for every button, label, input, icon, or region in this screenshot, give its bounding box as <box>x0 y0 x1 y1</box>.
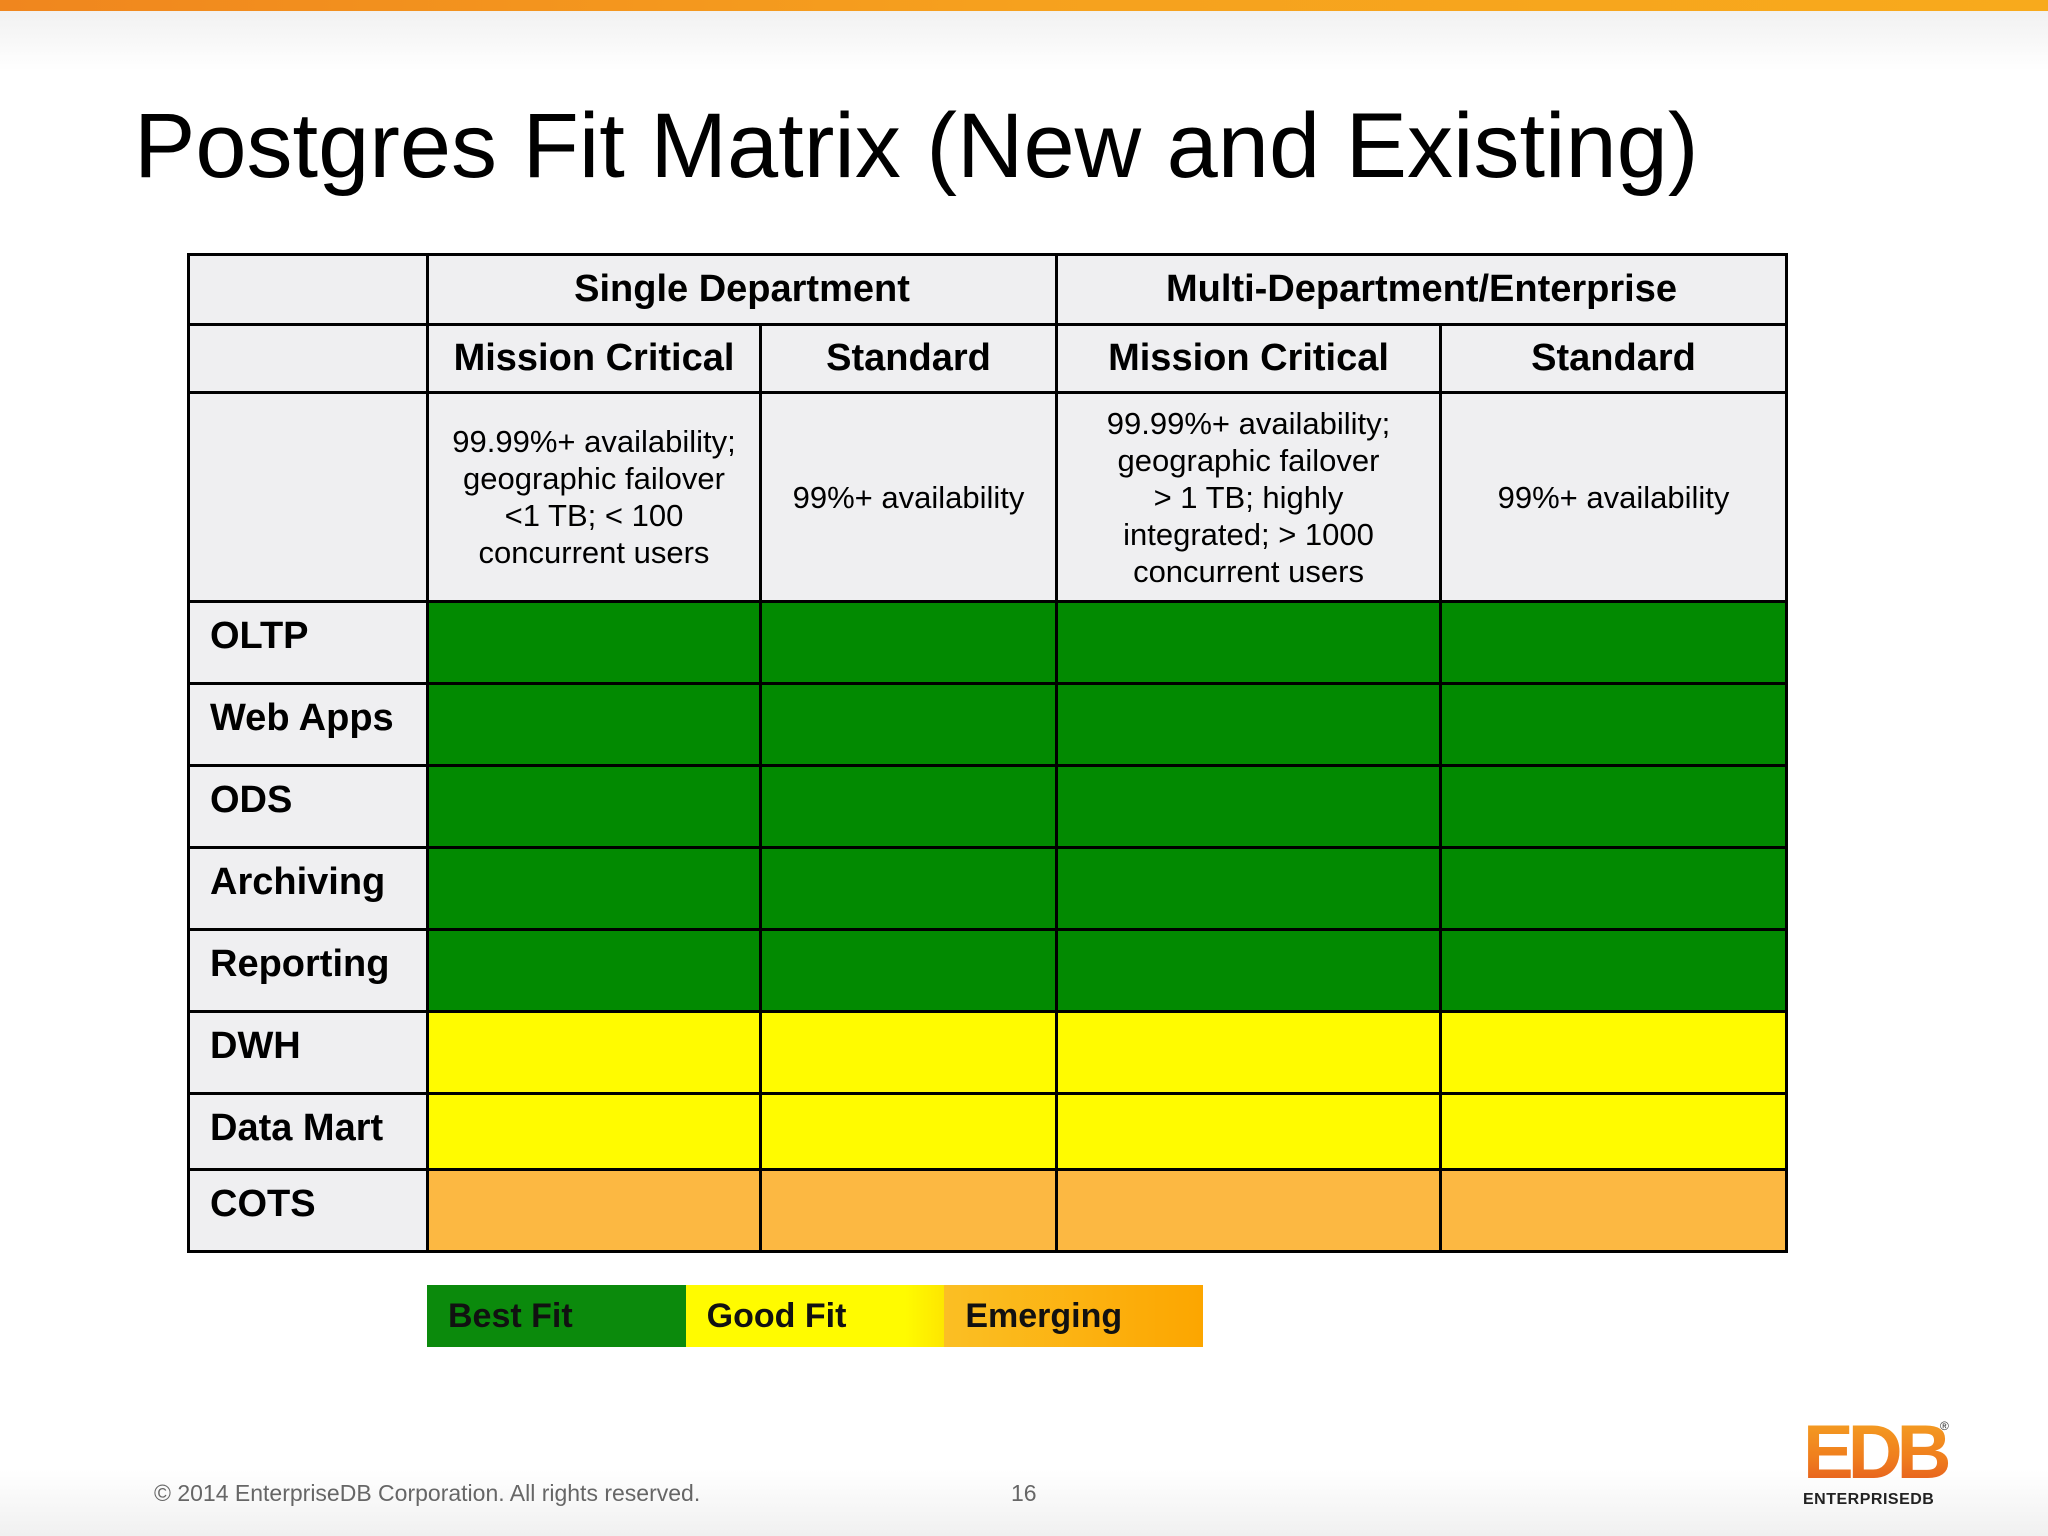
fit-cell-emerging <box>758 1168 1059 1253</box>
row-label: Data Mart <box>187 1092 429 1171</box>
legend-best-fit: Best Fit <box>427 1285 686 1347</box>
fit-cell-best <box>758 764 1059 849</box>
footer-bar <box>0 1470 2048 1536</box>
fit-cell-best <box>1055 764 1443 849</box>
fit-cell-best <box>426 682 762 767</box>
slide-title: Postgres Fit Matrix (New and Existing) <box>134 95 1699 197</box>
row-label: Reporting <box>187 928 429 1013</box>
fit-cell-good <box>426 1010 762 1095</box>
fit-cell-best <box>758 846 1059 931</box>
matrix-row: Archiving <box>187 846 1789 931</box>
row-label: OLTP <box>187 600 429 685</box>
description-single-standard: 99%+ availability <box>758 391 1059 603</box>
fit-cell-best <box>1055 600 1443 685</box>
matrix-body: OLTP Web Apps ODS Archiving Reporting DWH Data… <box>187 600 1789 1253</box>
matrix-row: OLTP <box>187 600 1789 685</box>
fit-cell-best <box>1439 928 1789 1013</box>
fit-cell-best <box>1439 600 1789 685</box>
blank-cell <box>187 391 429 603</box>
row-label: DWH <box>187 1010 429 1095</box>
row-label: Web Apps <box>187 682 429 767</box>
matrix-row: Reporting <box>187 928 1789 1013</box>
top-accent-bar <box>0 0 2048 11</box>
subheader-multi-standard: Standard <box>1439 323 1789 394</box>
row-label: ODS <box>187 764 429 849</box>
group-header-single-department: Single Department <box>425 253 1059 326</box>
fit-cell-emerging <box>1055 1168 1443 1253</box>
matrix-row: DWH <box>187 1010 1789 1095</box>
registered-mark: ® <box>1940 1419 1949 1433</box>
corner-cell <box>187 253 429 326</box>
fit-cell-good <box>1055 1010 1443 1095</box>
fit-cell-best <box>1439 764 1789 849</box>
row-label: COTS <box>187 1168 429 1253</box>
subheader-single-mission-critical: Mission Critical <box>426 323 762 394</box>
group-header-multi-department: Multi-Department/Enterprise <box>1055 253 1789 326</box>
fit-cell-best <box>1055 928 1443 1013</box>
fit-cell-good <box>1439 1092 1789 1171</box>
fit-cell-best <box>1439 846 1789 931</box>
subheader-multi-mission-critical: Mission Critical <box>1055 323 1443 394</box>
blank-cell <box>187 323 429 394</box>
fit-cell-best <box>1055 846 1443 931</box>
matrix-row: Web Apps <box>187 682 1789 767</box>
fit-cell-best <box>758 600 1059 685</box>
enterprisedb-wordmark: ENTERPRISEDB <box>1803 1491 1934 1508</box>
page-number: 16 <box>1011 1480 1037 1506</box>
fit-cell-best <box>1439 682 1789 767</box>
fit-cell-best <box>758 928 1059 1013</box>
edb-logo: EDB ® ENTERPRISEDB <box>1803 1412 1950 1508</box>
legend-good-fit: Good Fit <box>685 1285 945 1347</box>
fit-cell-good <box>1439 1010 1789 1095</box>
legend-emerging: Emerging <box>944 1285 1204 1347</box>
fit-legend: Best Fit Good Fit Emerging <box>427 1285 1204 1347</box>
fit-cell-best <box>426 846 762 931</box>
description-multi-standard: 99%+ availability <box>1439 391 1789 603</box>
fit-cell-good <box>1055 1092 1443 1171</box>
fit-cell-best <box>426 928 762 1013</box>
row-label: Archiving <box>187 846 429 931</box>
fit-cell-best <box>426 764 762 849</box>
description-single-mission-critical: 99.99%+ availability; geographic failove… <box>426 391 762 603</box>
edb-logo-mark: EDB <box>1803 1412 1949 1495</box>
fit-cell-emerging <box>426 1168 762 1253</box>
description-multi-mission-critical: 99.99%+ availability; geographic failove… <box>1055 391 1443 603</box>
fit-cell-good <box>758 1010 1059 1095</box>
top-shade <box>0 11 2048 71</box>
copyright-text: © 2014 EnterpriseDB Corporation. All rig… <box>154 1480 701 1506</box>
fit-cell-good <box>426 1092 762 1171</box>
subheader-single-standard: Standard <box>758 323 1059 394</box>
fit-cell-best <box>426 600 762 685</box>
fit-matrix-table: Single Department Multi-Department/Enter… <box>187 253 1789 1253</box>
fit-cell-best <box>1055 682 1443 767</box>
fit-cell-good <box>758 1092 1059 1171</box>
matrix-row: ODS <box>187 764 1789 849</box>
fit-cell-best <box>758 682 1059 767</box>
matrix-row: COTS <box>187 1168 1789 1253</box>
fit-cell-emerging <box>1439 1168 1789 1253</box>
matrix-row: Data Mart <box>187 1092 1789 1171</box>
